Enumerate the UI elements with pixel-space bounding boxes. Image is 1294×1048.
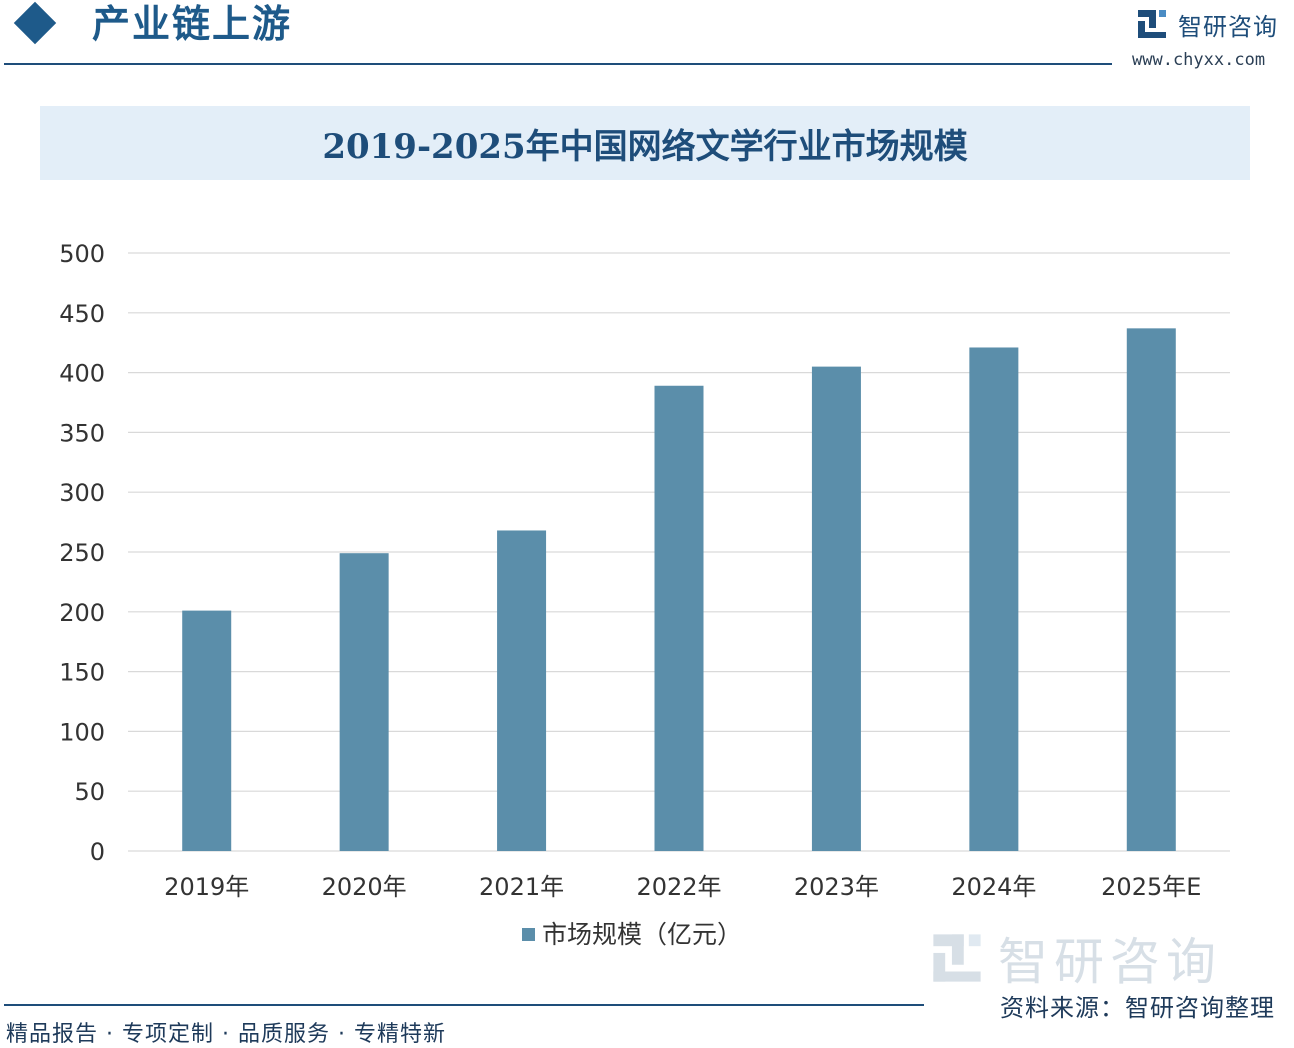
brand-name: 智研咨询: [1178, 12, 1278, 41]
header: 产业链上游 智研咨询 www.chyxx.com: [0, 0, 1294, 70]
legend-swatch: [522, 928, 535, 941]
chart-title: 2019-2025年中国网络文学行业市场规模: [322, 126, 968, 167]
legend-label: 市场规模（亿元）: [542, 920, 742, 949]
bar-2023年: [811, 366, 861, 851]
bar-2021年: [497, 530, 547, 851]
watermark-brand-name: 智研咨询: [998, 933, 1222, 991]
legend: 市场规模（亿元）: [522, 920, 742, 949]
y-tick-label: 350: [59, 419, 105, 447]
chyxx-logo-icon: [1138, 10, 1166, 38]
y-tick-label: 50: [74, 778, 105, 806]
x-tick-label: 2023年: [794, 873, 879, 901]
x-tick-label: 2021年: [479, 873, 564, 901]
watermark-logo: 智研咨询: [930, 922, 1222, 994]
bars: [182, 328, 1176, 851]
x-tick-label: 2024年: [951, 873, 1036, 901]
y-tick-label: 150: [59, 659, 105, 687]
source-note: 资料来源：智研咨询整理: [1000, 994, 1275, 1022]
y-tick-label: 300: [59, 479, 105, 507]
y-tick-label: 100: [59, 718, 105, 746]
bar-2019年: [182, 610, 232, 851]
x-tick-label: 2019年: [164, 873, 249, 901]
y-tick-label: 400: [59, 360, 105, 388]
brand: 智研咨询: [1136, 6, 1278, 42]
bar-2022年: [654, 385, 704, 851]
y-tick-label: 200: [59, 599, 105, 627]
footer-slogan: 精品报告 · 专项定制 · 品质服务 · 专精特新: [6, 1022, 446, 1047]
bar-2024年: [969, 347, 1019, 851]
bar-2025年E: [1126, 328, 1176, 851]
y-tick-label: 0: [90, 838, 105, 866]
x-tick-label: 2025年E: [1101, 873, 1201, 901]
x-axis-ticks: 2019年 2020年 2021年 2022年 2023年 2024年 2025年E: [164, 873, 1201, 901]
y-axis-ticks: 0 50 100 150 200 250 300 350 400 450 500: [59, 240, 105, 866]
header-divider: [4, 63, 1112, 65]
chart-title-band: 2019-2025年中国网络文学行业市场规模: [40, 106, 1250, 180]
y-tick-label: 450: [59, 300, 105, 328]
watermark-logo-icon: [933, 934, 981, 982]
x-tick-label: 2020年: [322, 873, 407, 901]
section-title: 产业链上游: [92, 2, 293, 46]
y-tick-label: 500: [59, 240, 105, 268]
y-tick-label: 250: [59, 539, 105, 567]
brand-url: www.chyxx.com: [1132, 50, 1266, 70]
bar-2020年: [339, 553, 389, 851]
x-tick-label: 2022年: [636, 873, 721, 901]
footer-divider: [4, 1004, 924, 1006]
